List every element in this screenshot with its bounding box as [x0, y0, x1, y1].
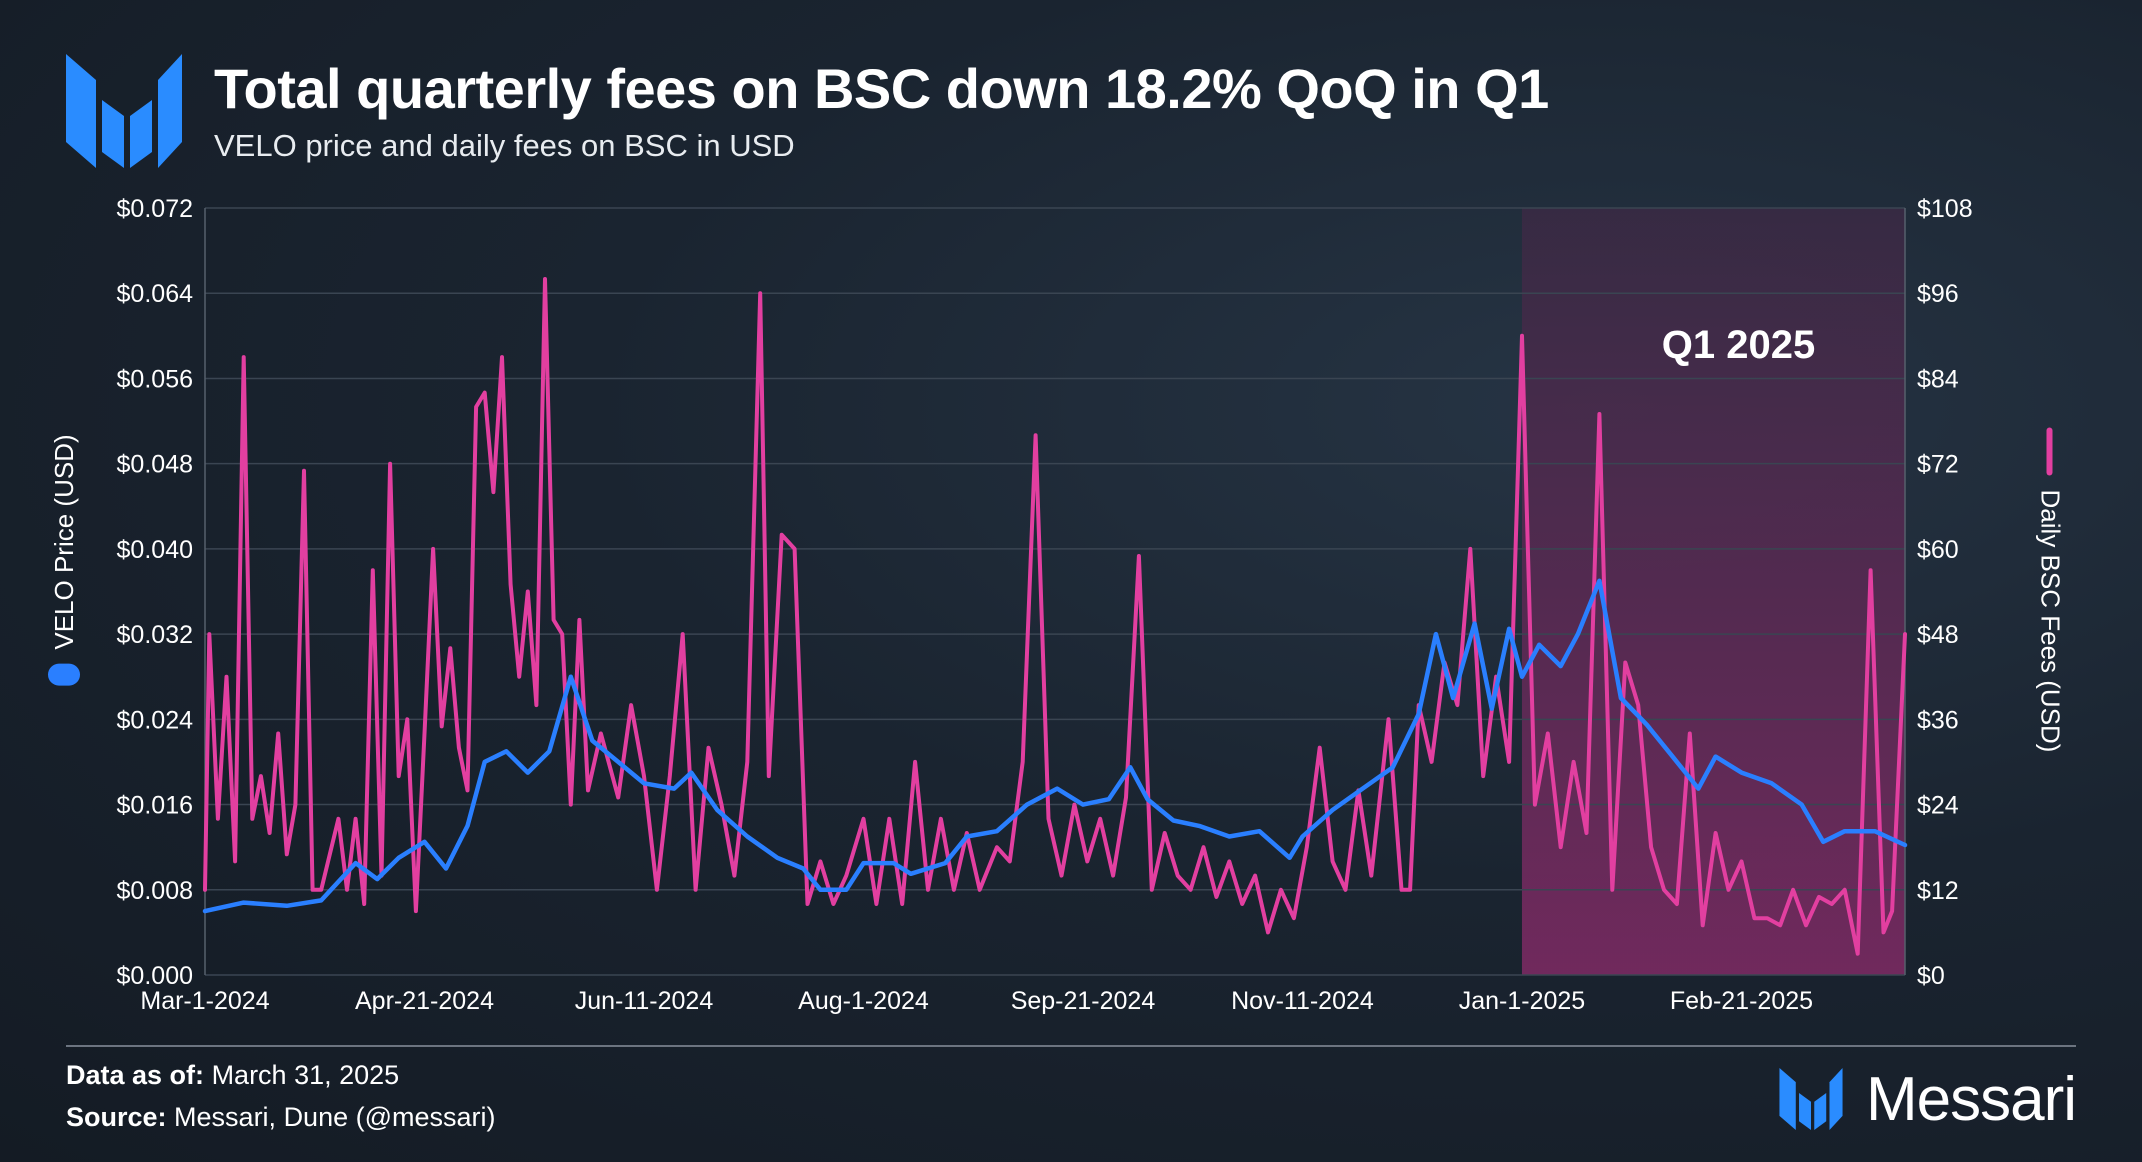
y-left-tick-label: $0.072 — [117, 195, 193, 223]
x-tick-label: Nov-11-2024 — [1231, 987, 1374, 1015]
chart-subtitle: VELO price and daily fees on BSC in USD — [214, 128, 795, 163]
footer-divider — [66, 1045, 2076, 1047]
brand-logo: Messari — [1778, 1064, 2077, 1134]
data-as-of: Data as of: March 31, 2025 — [66, 1060, 399, 1091]
y-right-tick-label: $60 — [1917, 536, 1959, 564]
y-left-tick-label: $0.000 — [117, 962, 193, 990]
y-right-tick-label: $48 — [1917, 621, 1959, 649]
y-right-tick-label: $72 — [1917, 451, 1959, 479]
x-tick-label: Apr-21-2024 — [355, 987, 494, 1015]
y-right-tick-label: $24 — [1917, 792, 1959, 820]
x-tick-label: Mar-1-2024 — [140, 987, 269, 1015]
y-left-tick-label: $0.048 — [117, 451, 193, 479]
x-tick-label: Jun-11-2024 — [575, 987, 714, 1015]
x-tick-label: Aug-1-2024 — [798, 987, 929, 1015]
y-right-tick-label: $84 — [1917, 365, 1959, 393]
y-right-tick-label: $96 — [1917, 280, 1959, 308]
brand-name: Messari — [1865, 1064, 2077, 1134]
y-left-tick-label: $0.016 — [117, 792, 193, 820]
y-right-tick-label: $36 — [1917, 706, 1959, 734]
chart-area: Q1 2025 $0.000 $0 $0.008 $12 $0.016 $24 $0.024… — [117, 195, 1973, 1015]
velo-price-line — [202, 578, 1908, 914]
messari-logo-icon — [66, 54, 182, 168]
y-left-tick-label: $0.032 — [117, 621, 193, 649]
source-line: Source: Messari, Dune (@messari) — [66, 1102, 496, 1133]
data-as-of-value: March 31, 2025 — [211, 1060, 400, 1090]
y-right-tick-label: $0 — [1917, 962, 1945, 990]
messari-brand-icon — [1779, 1068, 1843, 1130]
source-label: Source: — [66, 1102, 167, 1132]
q1-highlight-label: Q1 2025 — [1662, 323, 1815, 367]
y-left-tick-label: $0.040 — [117, 536, 193, 564]
chart-title: Total quarterly fees on BSC down 18.2% Q… — [214, 57, 1549, 120]
x-tick-label: Jan-1-2025 — [1459, 987, 1585, 1015]
y-left-tick-label: $0.064 — [117, 280, 194, 308]
bsc-fees-line — [203, 277, 1907, 956]
y-right-tick-label: $108 — [1917, 195, 1973, 223]
y-left-tick-label: $0.008 — [117, 877, 193, 905]
y-left-tick-label: $0.056 — [117, 365, 193, 393]
data-as-of-label: Data as of: — [66, 1060, 205, 1090]
y-right-tick-label: $12 — [1917, 877, 1959, 905]
source-value: Messari, Dune (@messari) — [174, 1102, 496, 1132]
x-tick-label: Sep-21-2024 — [1011, 987, 1156, 1015]
x-tick-label: Feb-21-2025 — [1670, 987, 1813, 1015]
y-left-tick-label: $0.024 — [117, 706, 194, 734]
